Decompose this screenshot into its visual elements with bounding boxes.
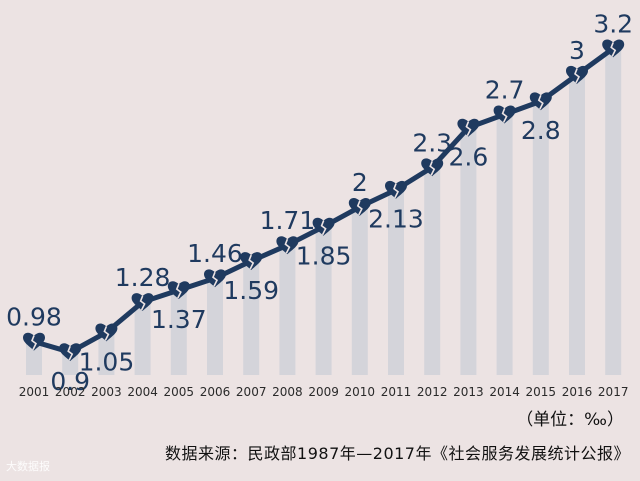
value-label: 3	[569, 36, 585, 65]
broken-heart-icon	[95, 323, 118, 342]
bar-2007	[243, 261, 260, 375]
value-label: 2.8	[521, 116, 561, 145]
bar-2010	[351, 206, 368, 375]
year-tick-label: 2017	[598, 385, 629, 399]
value-label: 2.7	[485, 75, 525, 104]
value-label: 2.3	[412, 128, 452, 157]
year-tick-label: 2007	[236, 385, 267, 399]
value-label: 1.59	[223, 276, 279, 305]
bar-2003	[98, 332, 115, 375]
year-tick-label: 2010	[345, 385, 376, 399]
value-label: 2.13	[368, 205, 424, 234]
value-label-layer: 0.98 0.91.05 1.28 1.37 1.46 1.59 1.71 1.85 22.13…	[6, 9, 633, 396]
broken-heart-icon	[385, 180, 407, 199]
broken-heart-icon	[421, 158, 444, 177]
bar-layer	[26, 48, 622, 376]
year-tick-label: 2002	[55, 385, 86, 399]
year-tick-label: 2015	[526, 385, 557, 399]
bar-2005	[170, 290, 187, 375]
unit-note: （单位：‰）	[516, 410, 624, 430]
value-label: 0.98	[6, 303, 62, 332]
value-label: 3.2	[593, 9, 633, 38]
year-tick-label: 2014	[489, 385, 520, 399]
value-label: 1.05	[79, 347, 135, 376]
broken-heart-icon	[240, 252, 263, 271]
value-label: 0.9	[50, 367, 90, 396]
year-tick-label: 2006	[200, 385, 231, 399]
marker-layer	[23, 39, 625, 362]
year-tick-label: 2004	[127, 385, 158, 399]
broken-heart-icon	[23, 332, 45, 351]
year-tick-label: 2012	[417, 385, 448, 399]
value-label: 1.28	[115, 263, 171, 292]
year-tick-label: 2011	[381, 385, 412, 399]
broken-heart-icon	[457, 118, 480, 137]
watermark: 大数据报	[6, 460, 50, 473]
year-tick-label: 2008	[272, 385, 303, 399]
year-tick-label: 2016	[562, 385, 593, 399]
year-tick-label: 2005	[164, 385, 195, 399]
bar-2015	[532, 101, 549, 375]
data-source-note: 数据来源：民政部1987年—2017年《社会服务发展统计公报》	[165, 444, 630, 463]
broken-heart-icon	[312, 217, 335, 236]
year-tick-label: 2003	[91, 385, 122, 399]
bar-2016	[569, 74, 585, 376]
value-label: 1.85	[296, 242, 352, 271]
bar-2009	[315, 226, 332, 375]
year-label-layer: 2001 2002 2003 2004 2005 2006 2007 2008 2009 2010…	[19, 385, 629, 399]
value-label: 1.37	[151, 305, 207, 334]
value-label: 2.6	[449, 143, 489, 172]
broken-heart-icon	[59, 343, 82, 362]
bar-2001	[26, 341, 42, 375]
bar-2002	[62, 352, 79, 375]
bar-2011	[388, 189, 404, 375]
year-tick-label: 2001	[19, 385, 50, 399]
value-label: 1.46	[187, 239, 243, 268]
broken-heart-icon	[602, 39, 625, 58]
broken-heart-icon	[276, 236, 299, 255]
bar-2014	[496, 114, 513, 375]
bar-2017	[605, 48, 622, 376]
year-tick-label: 2013	[453, 385, 484, 399]
broken-heart-icon	[348, 198, 371, 216]
value-label: 1.71	[260, 206, 316, 235]
bar-2004	[134, 301, 151, 375]
broken-heart-icon	[493, 105, 516, 124]
broken-heart-icon	[167, 281, 190, 300]
year-tick-label: 2009	[308, 385, 339, 399]
value-label: 2	[352, 168, 368, 197]
bar-2012	[424, 167, 441, 375]
broken-heart-icon	[204, 269, 226, 288]
bar-2006	[207, 278, 223, 375]
broken-heart-icon	[566, 65, 588, 84]
broken-heart-icon	[529, 92, 552, 111]
broken-heart-icon	[131, 293, 154, 311]
bar-2013	[460, 127, 477, 375]
bar-2008	[279, 245, 296, 375]
